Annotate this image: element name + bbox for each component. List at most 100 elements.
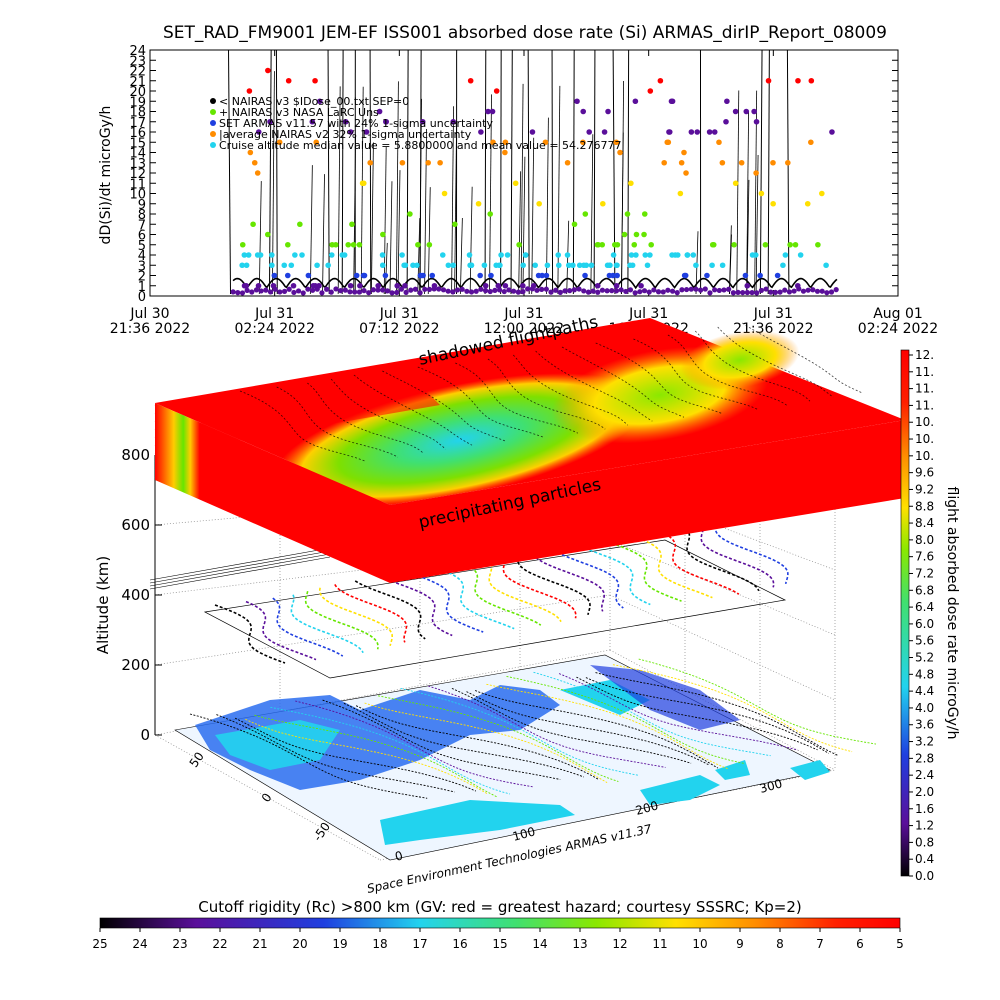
ts-point	[342, 287, 348, 293]
ground-map	[174, 654, 831, 861]
rigidity-colorbar-ticks: 25 24 23 22 21 20 19 18 17 16 15 14 13 12 11 10 9 8 7 6 5	[92, 928, 904, 951]
ts-point	[253, 287, 260, 293]
ts-point	[644, 262, 651, 269]
z-tick-label: 0	[140, 726, 150, 744]
ts-point	[495, 282, 502, 289]
orbit-track	[319, 587, 394, 647]
ground-track	[377, 695, 619, 782]
ts-point	[417, 272, 424, 279]
ts-point	[604, 262, 611, 269]
z-tick-label: 400	[121, 586, 150, 604]
precipitating-slab: shadowed flightpaths precipitating parti…	[154, 312, 906, 583]
ts-point	[375, 287, 381, 293]
ts-point	[576, 286, 582, 292]
ts-line	[309, 165, 313, 295]
ts-line	[384, 242, 388, 295]
ts-point	[532, 262, 538, 269]
ground-track	[612, 664, 853, 753]
ts-point	[564, 252, 571, 258]
ts-point	[668, 98, 675, 105]
ts-spike	[510, 49, 513, 295]
ground-track	[576, 676, 818, 751]
ts-point	[724, 98, 730, 105]
ts-point	[431, 282, 438, 289]
ts-point	[367, 159, 373, 166]
ts-point	[749, 252, 756, 258]
dose-colorbar: 12. 11. 11. 11. 10. 10. 10. 9.6 9.2 8.8 8.4 8.0 7.6 7…	[900, 348, 960, 883]
ts-point	[613, 288, 620, 294]
ts-point	[810, 287, 816, 293]
ts-point	[582, 272, 588, 279]
slab-track	[417, 366, 544, 438]
ts-point	[763, 286, 769, 292]
ts-point	[542, 139, 549, 146]
ts-point	[594, 241, 601, 248]
ts-point	[269, 262, 275, 269]
ts-point	[492, 287, 498, 293]
ts-point	[245, 252, 252, 258]
ground-track	[474, 690, 719, 769]
ts-point	[357, 282, 363, 289]
ts-point	[328, 252, 335, 258]
dose-colorbar-ticks: 12. 11. 11. 11. 10. 10. 10. 9.6 9.2 8.8 8.4 8.0 7.6 7…	[909, 348, 934, 883]
ts-point	[401, 262, 407, 269]
ts-point	[347, 289, 353, 295]
ts-line	[353, 134, 357, 295]
dose-colorbar-tick-label: 4.8	[915, 667, 934, 681]
legend-marker	[210, 109, 216, 115]
ts-point	[604, 288, 610, 294]
ts-point	[777, 289, 783, 295]
ts-line	[383, 147, 387, 295]
ts-line	[459, 217, 463, 295]
ts-point	[466, 252, 473, 258]
ts-point	[770, 159, 776, 166]
ts-point	[571, 221, 578, 228]
ground-tracks	[189, 658, 877, 799]
ts-point	[651, 287, 657, 293]
slab-track	[535, 350, 653, 422]
slab-track	[382, 370, 506, 442]
dose-colorbar-tick-label: 10.	[915, 432, 934, 446]
ts-point	[580, 108, 587, 115]
ts-point	[808, 139, 814, 146]
ts-ytick-label: 6	[138, 229, 146, 244]
ts-point	[690, 252, 697, 258]
orbit-track	[272, 597, 344, 657]
ts-point	[422, 286, 428, 292]
ts-point	[629, 262, 636, 269]
ts-point	[782, 252, 789, 258]
ts-point	[698, 287, 704, 293]
timeseries-panel: 0123456789101112131415161718192021222324…	[98, 44, 938, 337]
slab-track	[307, 382, 424, 454]
map-lon-label: 0	[393, 848, 404, 864]
ground-track	[595, 672, 838, 756]
ts-point	[730, 290, 736, 296]
ts-point	[753, 118, 760, 125]
ts-point	[683, 286, 690, 293]
ts-point	[520, 262, 526, 269]
ts-ytick-label: 21	[129, 75, 146, 90]
ts-point	[363, 129, 370, 135]
rigidity-colorbar-tick-label: 18	[372, 937, 387, 951]
ts-point	[250, 221, 256, 228]
ts-point	[702, 286, 708, 292]
ts-point	[277, 289, 283, 295]
ts-point	[402, 282, 408, 289]
ground-track	[245, 718, 489, 795]
ts-point	[819, 288, 825, 294]
ts-point	[403, 289, 409, 295]
map-lon-label: 100	[511, 824, 537, 843]
ts-point	[276, 139, 283, 146]
orbit-track	[668, 535, 740, 595]
dose-colorbar-tick-label: 3.2	[915, 735, 934, 749]
dose-colorbar-gradient	[900, 349, 910, 877]
ts-point	[804, 200, 811, 207]
ts-point	[520, 282, 526, 289]
ts-xtick-date: Jul 31	[753, 306, 793, 322]
ts-point	[452, 221, 458, 228]
ts-point	[707, 290, 713, 296]
ts-point	[731, 241, 737, 248]
ts-point	[534, 287, 540, 293]
ts-point	[557, 289, 563, 295]
ts-xtick-date: Jul 30	[129, 306, 169, 322]
